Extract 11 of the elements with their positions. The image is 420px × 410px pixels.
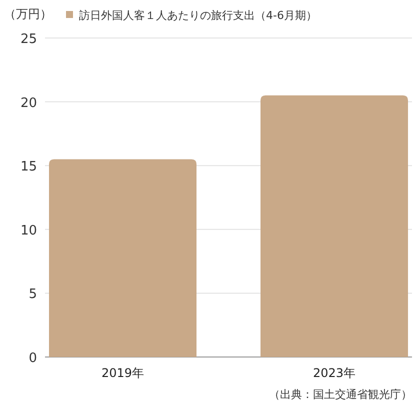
legend-label: 訪日外国人客１人あたりの旅行支出（4-6月期） (79, 9, 317, 22)
y-axis-title: （万円） (4, 7, 52, 21)
y-tick-label: 15 (20, 160, 37, 175)
x-tick-label: 2023年 (312, 366, 356, 380)
y-tick-label: 25 (20, 32, 37, 47)
y-tick-label: 20 (20, 96, 37, 111)
y-tick-label: 10 (20, 223, 37, 238)
x-tick-label: 2019年 (101, 366, 144, 380)
text: （出典：国土交通省観光庁） (269, 388, 412, 401)
y-tick-label: 0 (28, 351, 37, 366)
y-tick-label: 5 (28, 287, 37, 302)
